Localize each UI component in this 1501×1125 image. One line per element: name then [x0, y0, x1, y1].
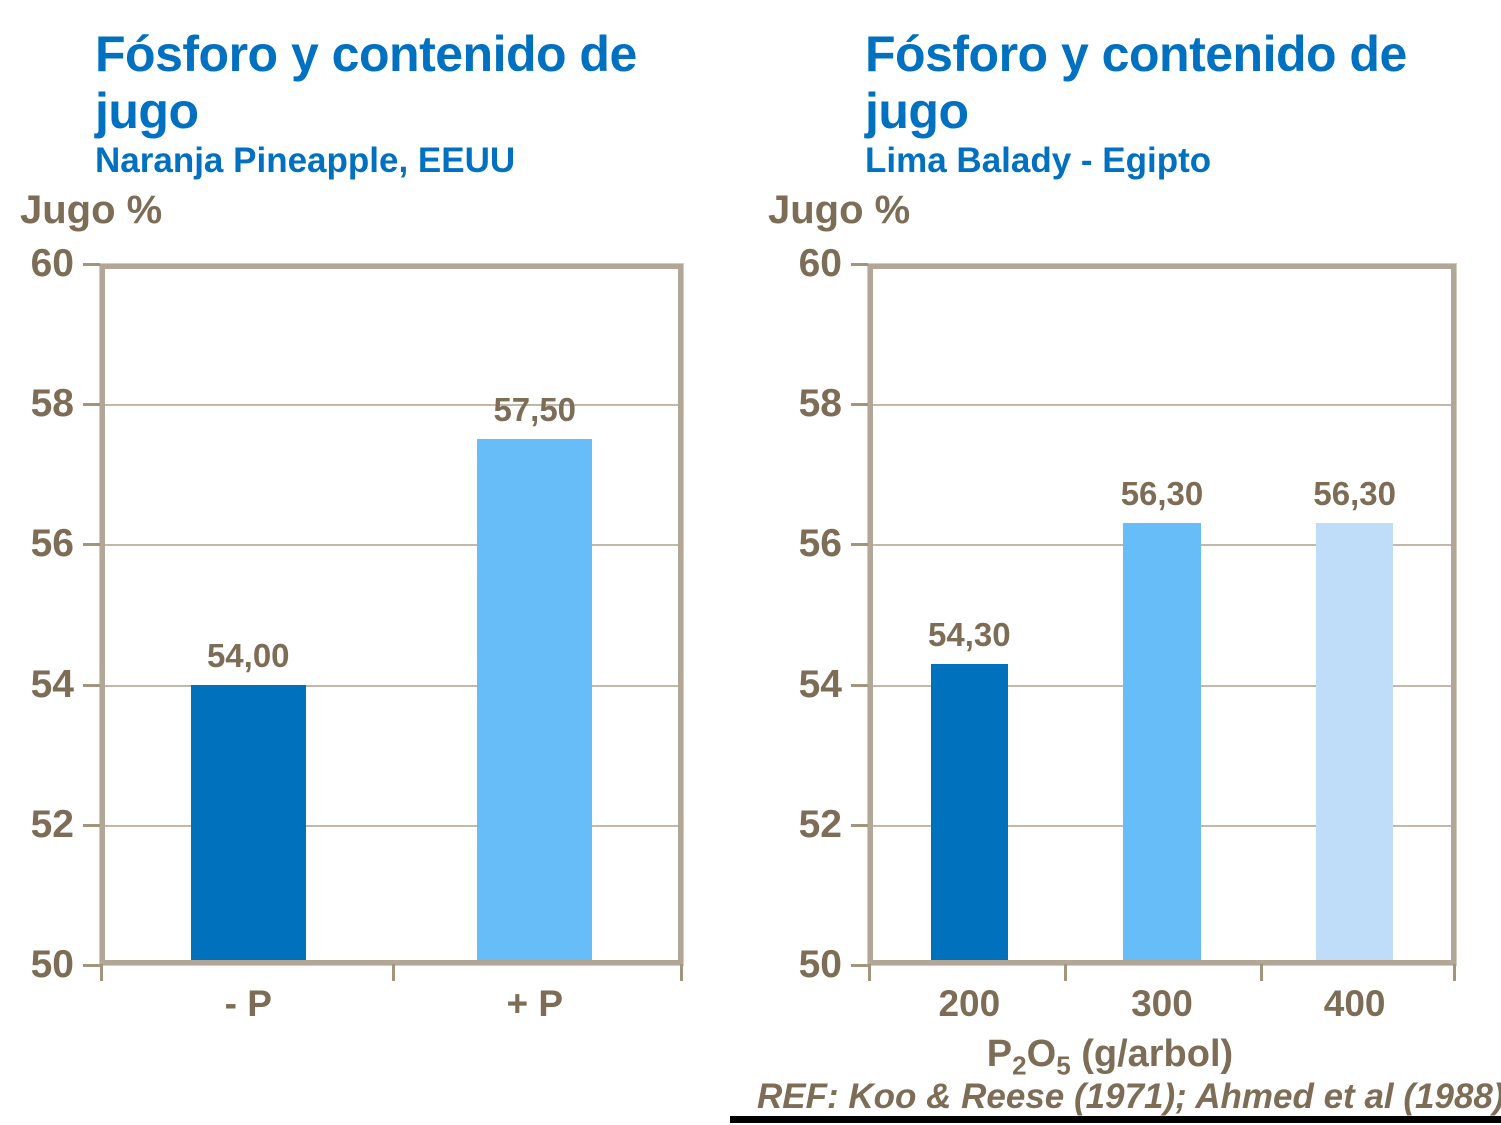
x-axis-title-text: P: [986, 1033, 1013, 1075]
x-axis-title-sub: 2: [1012, 1050, 1027, 1081]
y-tick-label: 52: [30, 802, 74, 846]
y-tick-label: 50: [798, 943, 842, 986]
gridline: [105, 404, 678, 407]
y-tick-label: 56: [30, 522, 74, 566]
y-tick-mark: [83, 543, 100, 547]
x-tick-mark: [1064, 964, 1067, 981]
y-tick-mark: [851, 823, 868, 827]
y-tick-label: 52: [798, 802, 842, 846]
x-tick-label: + P: [506, 983, 564, 1024]
bar-value-label: 57,50: [493, 391, 577, 429]
chart-title: Fósforo y contenido de jugo: [865, 26, 1407, 139]
x-tick-label: 200: [938, 983, 1001, 1024]
y-tick-label: 58: [30, 382, 74, 426]
bar: [930, 663, 1008, 960]
bar-value-label: 54,30: [928, 615, 1011, 653]
bar: [477, 439, 593, 960]
y-tick-label: 60: [30, 242, 74, 285]
plot-inner: 54,00 57,50: [105, 269, 678, 960]
y-tick-mark: [83, 683, 100, 687]
y-tick-label: 58: [798, 382, 842, 426]
y-axis-title: Jugo %: [768, 188, 911, 232]
x-axis-title-text: (g/arbol): [1070, 1033, 1234, 1075]
plot-inner: 54,30 56,30 56,30: [873, 269, 1451, 960]
x-tick-label: 400: [1323, 983, 1386, 1024]
x-axis-title-sub: 5: [1056, 1050, 1071, 1081]
y-tick-mark: [851, 964, 868, 967]
plot-area: 54,00 57,50: [99, 263, 684, 966]
x-tick-label: - P: [224, 983, 272, 1024]
y-tick-label: 56: [798, 522, 842, 566]
y-tick-label: 50: [30, 943, 74, 986]
bar: [190, 684, 306, 960]
y-tick-mark: [83, 263, 100, 266]
bottom-rule: [730, 1116, 1501, 1123]
bar-value-label: 56,30: [1313, 475, 1396, 513]
y-tick-label: 60: [798, 242, 842, 285]
chart-subtitle: Naranja Pineapple, EEUU: [95, 141, 516, 180]
chart-panel-left: Fósforo y contenido de jugo Naranja Pine…: [20, 26, 684, 1024]
y-tick-mark: [851, 683, 868, 687]
reference-note: REF: Koo & Reese (1971); Ahmed et al (19…: [757, 1077, 1501, 1116]
y-tick-label: 54: [798, 662, 842, 706]
chart-subtitle: Lima Balady - Egipto: [865, 141, 1212, 180]
chart-panel-right: Fósforo y contenido de jugo Lima Balady …: [757, 0, 1501, 1125]
plot-area: 54,30 56,30 56,30: [867, 263, 1457, 966]
x-tick-mark: [391, 964, 395, 981]
y-tick-mark: [83, 403, 100, 407]
gridline: [873, 404, 1451, 407]
y-tick-label: 54: [30, 662, 74, 706]
x-axis-title-text: O: [1026, 1033, 1057, 1075]
y-tick-mark: [851, 263, 868, 266]
bar: [1316, 523, 1394, 960]
y-tick-mark: [83, 823, 100, 827]
x-tick-mark: [868, 964, 871, 981]
y-tick-mark: [83, 964, 100, 967]
x-tick-mark: [100, 964, 103, 981]
bar-value-label: 56,30: [1120, 475, 1204, 513]
gridline: [105, 824, 678, 827]
x-tick-mark: [1453, 964, 1456, 981]
x-axis-title: P2O5 (g/arbol): [800, 1033, 1420, 1079]
chart-title: Fósforo y contenido de jugo: [95, 26, 637, 139]
x-tick-label: 300: [1131, 983, 1193, 1024]
x-tick-mark: [1260, 964, 1263, 981]
y-tick-mark: [851, 403, 868, 407]
y-tick-mark: [851, 543, 868, 547]
x-tick-mark: [680, 964, 683, 981]
gridline: [105, 544, 678, 547]
bar: [1123, 523, 1201, 960]
bar-value-label: 54,00: [206, 636, 290, 674]
y-axis-title: Jugo %: [20, 188, 163, 232]
gridline: [105, 684, 678, 687]
